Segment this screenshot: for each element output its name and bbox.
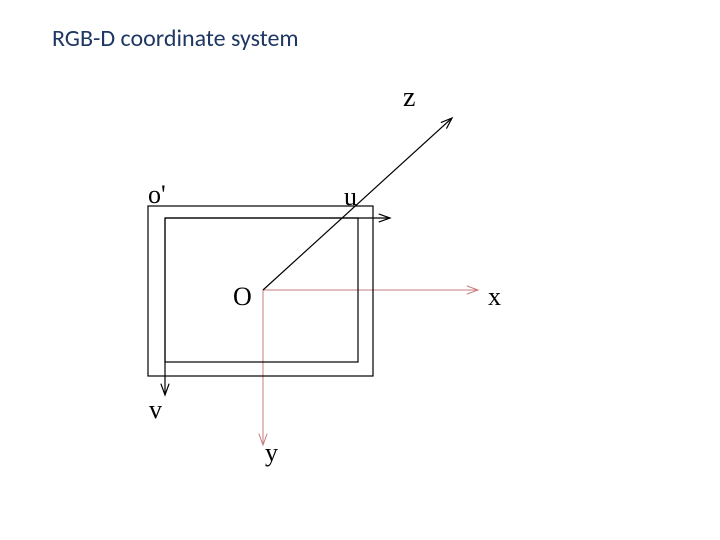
coordinate-diagram bbox=[0, 0, 720, 540]
